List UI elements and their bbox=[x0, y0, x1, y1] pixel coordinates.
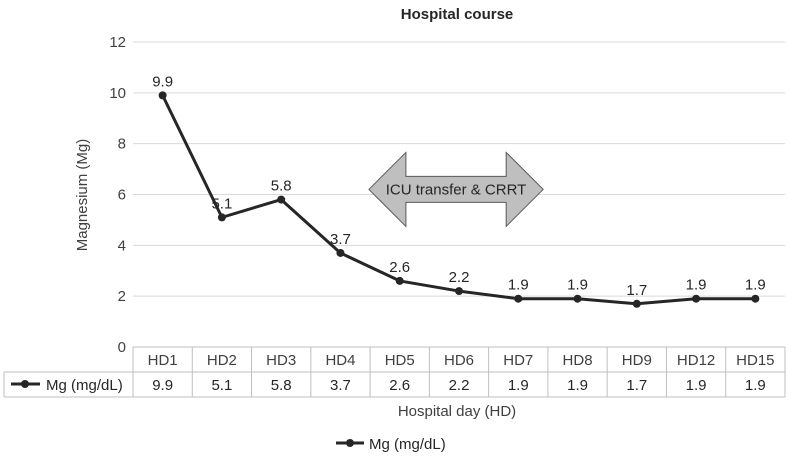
table-cell: 1.9 bbox=[745, 377, 766, 394]
data-label: 9.9 bbox=[152, 73, 173, 90]
data-label: 1.7 bbox=[626, 282, 647, 299]
x-tick-label: HD15 bbox=[736, 352, 774, 369]
data-label: 1.9 bbox=[567, 277, 588, 294]
data-point bbox=[217, 213, 226, 222]
table-cell: 2.2 bbox=[449, 377, 470, 394]
y-tick-label: 12 bbox=[109, 34, 126, 51]
y-axis-ticks: 0 2 4 6 8 10 12 bbox=[109, 34, 126, 356]
data-point bbox=[336, 248, 345, 257]
table-legend-key-marker bbox=[21, 380, 29, 388]
table-cell: 1.7 bbox=[626, 377, 647, 394]
data-point bbox=[455, 287, 463, 296]
data-point bbox=[751, 294, 760, 303]
gridlines bbox=[133, 41, 785, 297]
data-point bbox=[692, 294, 701, 303]
data-label: 5.8 bbox=[271, 178, 292, 195]
table-cell: 3.7 bbox=[330, 377, 351, 394]
data-label: 2.6 bbox=[389, 259, 410, 276]
x-tick-label: HD6 bbox=[444, 352, 474, 369]
data-point bbox=[573, 294, 582, 303]
x-tick-label: HD8 bbox=[563, 352, 593, 369]
series-mg: 9.9 5.1 5.8 3.7 2.6 2.2 1.9 1.9 1.7 1.9 1.9 bbox=[152, 73, 766, 308]
data-point bbox=[158, 91, 167, 100]
double-arrow-shape bbox=[368, 151, 544, 228]
chart-title: Hospital course bbox=[401, 6, 514, 23]
x-tick-label: HD7 bbox=[503, 352, 533, 369]
data-label: 5.1 bbox=[211, 195, 232, 212]
x-tick-label: HD2 bbox=[207, 352, 237, 369]
legend-key-marker bbox=[346, 439, 354, 447]
data-point bbox=[395, 276, 404, 285]
icu-annotation: ICU transfer & CRRT bbox=[368, 151, 544, 228]
x-tick-label: HD9 bbox=[622, 352, 652, 369]
y-tick-label: 2 bbox=[118, 288, 126, 305]
table-cell: 1.9 bbox=[686, 377, 707, 394]
data-label: 3.7 bbox=[330, 231, 351, 248]
y-axis-label: Magnesium (Mg) bbox=[74, 139, 91, 252]
table-cell: 5.1 bbox=[211, 377, 232, 394]
x-tick-label: HD4 bbox=[325, 352, 355, 369]
data-point bbox=[277, 195, 286, 204]
data-label: 1.9 bbox=[745, 277, 766, 294]
table-cell: 2.6 bbox=[389, 377, 410, 394]
data-label: 2.2 bbox=[449, 269, 470, 286]
table-row-header: Mg (mg/dL) bbox=[46, 377, 123, 394]
legend: Mg (mg/dL) bbox=[336, 436, 446, 453]
table-cell: 1.9 bbox=[508, 377, 529, 394]
x-tick-label: HD12 bbox=[677, 352, 715, 369]
table-cell: 9.9 bbox=[152, 377, 173, 394]
x-tick-label: HD3 bbox=[266, 352, 296, 369]
y-tick-label: 4 bbox=[118, 237, 126, 254]
data-point bbox=[632, 299, 641, 308]
annotation-label: ICU transfer & CRRT bbox=[386, 181, 527, 198]
x-axis-label: Hospital day (HD) bbox=[398, 403, 516, 420]
y-tick-label: 6 bbox=[118, 187, 126, 204]
y-tick-label: 10 bbox=[109, 85, 126, 102]
y-tick-label: 0 bbox=[118, 339, 126, 356]
x-tick-label: HD5 bbox=[385, 352, 415, 369]
table-cell: 5.8 bbox=[271, 377, 292, 394]
table-cell: 1.9 bbox=[567, 377, 588, 394]
data-label: 1.9 bbox=[508, 277, 529, 294]
x-tick-label: HD1 bbox=[148, 352, 178, 369]
data-point bbox=[514, 294, 523, 303]
data-table: HD1 9.9 HD2 5.1 HD3 5.8 HD4 3.7 HD5 2.6 HD6 2.2 HD7 1… bbox=[3, 346, 786, 398]
y-tick-label: 8 bbox=[118, 136, 126, 153]
data-label: 1.9 bbox=[686, 277, 707, 294]
legend-label: Mg (mg/dL) bbox=[369, 436, 446, 453]
